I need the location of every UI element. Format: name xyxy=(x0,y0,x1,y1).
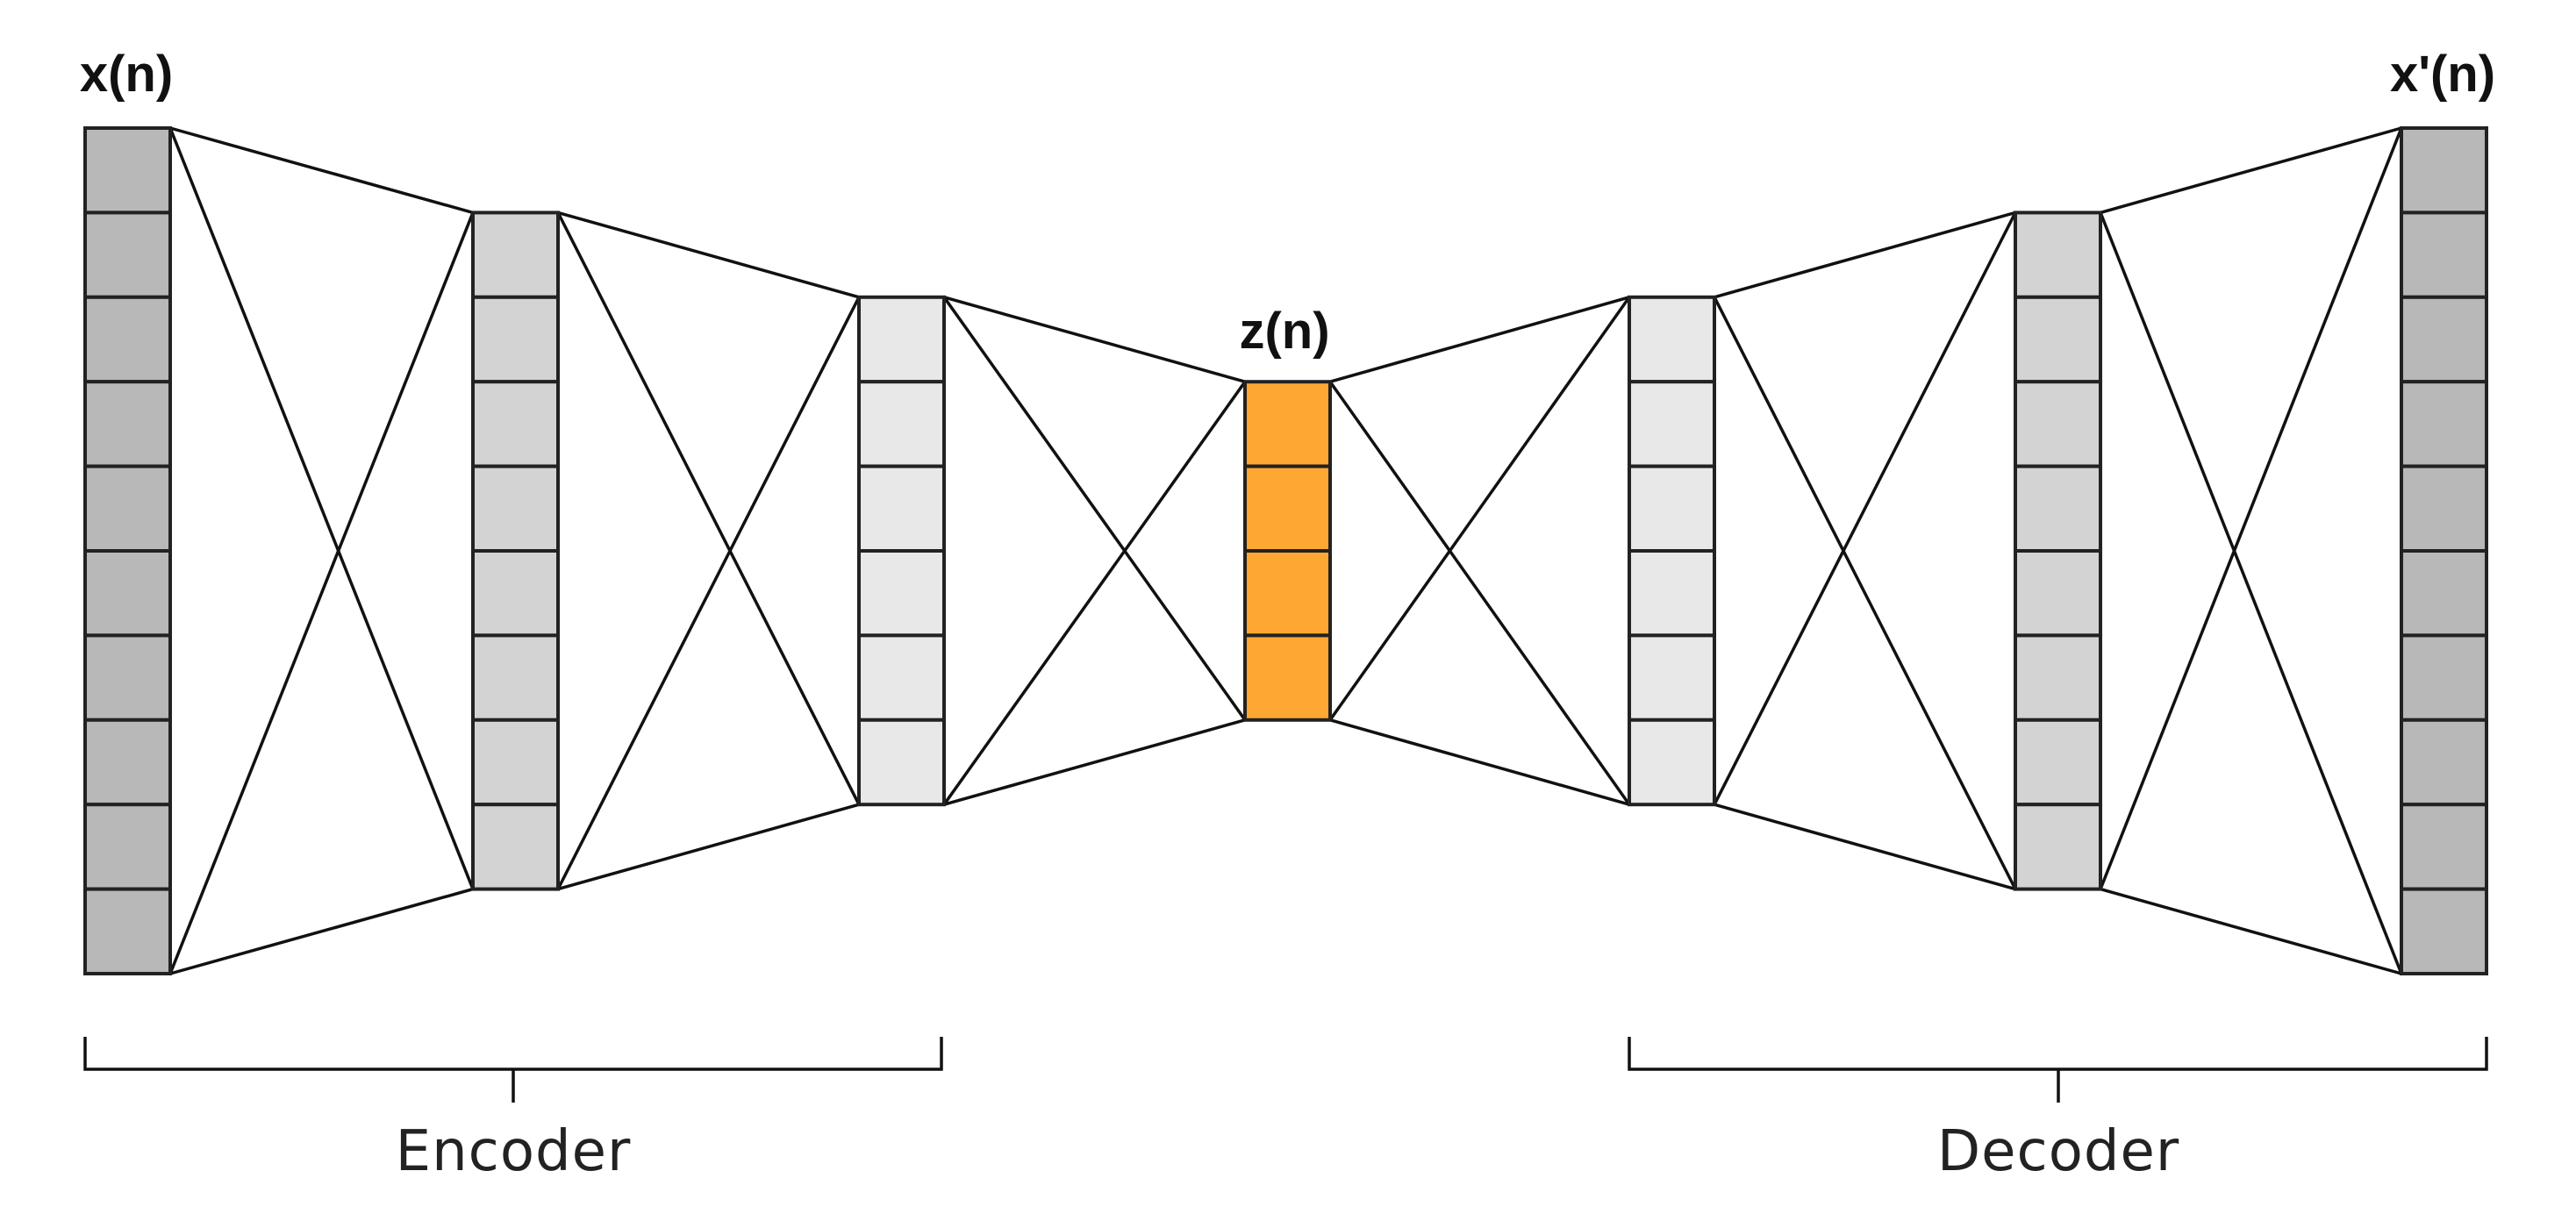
neuron-cell xyxy=(83,211,172,299)
connection-line xyxy=(1713,296,2017,890)
neuron-cell xyxy=(471,803,560,891)
neuron-cell xyxy=(2400,549,2488,638)
neuron-cell xyxy=(83,718,172,807)
decoder-hidden-2 xyxy=(2014,211,2102,891)
neuron-cell xyxy=(1628,549,1716,638)
neuron-cell xyxy=(83,380,172,468)
connection-line xyxy=(943,718,1246,806)
decoder-hidden-1 xyxy=(1628,295,1716,807)
encoder-label: Encoder xyxy=(396,1119,632,1184)
encoder-bracket xyxy=(83,1037,943,1103)
neuron-cell xyxy=(1628,295,1716,384)
neuron-cell xyxy=(83,126,172,215)
neuron-cell xyxy=(2014,211,2102,299)
connection-line xyxy=(168,127,475,890)
neuron-cell xyxy=(83,464,172,553)
neuron-cell xyxy=(1243,549,1332,638)
neuron-cell xyxy=(857,295,946,384)
connection-line xyxy=(1328,296,1631,721)
neuron-cell xyxy=(2400,633,2488,722)
connection-line xyxy=(556,296,861,890)
neuron-cell xyxy=(83,633,172,722)
neuron-cell xyxy=(471,718,560,807)
connection-line xyxy=(1329,296,1630,383)
neuron-cell xyxy=(2014,549,2102,638)
neuron-cell xyxy=(471,549,560,638)
output-label: x'(n) xyxy=(2390,46,2495,103)
neuron-cell xyxy=(2400,464,2488,553)
neuron-cell xyxy=(2400,126,2488,215)
connection-line xyxy=(2099,127,2403,890)
neuron-cell xyxy=(471,295,560,384)
neuron-cell xyxy=(2400,380,2488,468)
neuron-cell xyxy=(83,295,172,384)
decoder-bracket xyxy=(1628,1037,2488,1103)
neuron-cell xyxy=(1243,380,1332,468)
neuron-cell xyxy=(2014,295,2102,384)
neuron-cell xyxy=(2400,295,2488,384)
connection-line xyxy=(168,211,475,975)
neuron-cell xyxy=(857,633,946,722)
neuron-cell xyxy=(2014,464,2102,553)
neuron-cell xyxy=(857,380,946,468)
neuron-cell xyxy=(471,633,560,722)
connection-line xyxy=(943,296,1246,383)
neuron-cell xyxy=(2400,887,2488,975)
neuron-cell xyxy=(1243,633,1332,722)
connection-line xyxy=(942,296,1247,721)
decoder-label: Decoder xyxy=(1937,1119,2179,1184)
connection-line xyxy=(169,126,474,215)
neuron-cell xyxy=(2014,380,2102,468)
connection-line xyxy=(2100,887,2402,975)
neuron-cell xyxy=(471,211,560,299)
neuron-cell xyxy=(1628,633,1716,722)
neuron-cell xyxy=(2014,803,2102,891)
connection-line xyxy=(1328,381,1631,806)
neuron-cell xyxy=(2400,211,2488,299)
layers xyxy=(83,126,2488,975)
neuron-cell xyxy=(1628,718,1716,807)
neuron-cell xyxy=(857,549,946,638)
connection-line xyxy=(557,211,860,299)
latent-layer xyxy=(1243,380,1332,722)
neuron-cell xyxy=(471,464,560,553)
neuron-cell xyxy=(83,803,172,891)
neuron-cell xyxy=(1628,380,1716,468)
connection-line xyxy=(556,211,861,805)
connection-line xyxy=(2099,211,2403,975)
neuron-cell xyxy=(2014,718,2102,807)
neuron-cell xyxy=(2400,718,2488,807)
connection-line xyxy=(1713,211,2017,805)
output-layer xyxy=(2400,126,2488,975)
connection-line xyxy=(1714,211,2016,299)
neuron-cell xyxy=(2400,803,2488,891)
connection-line xyxy=(169,887,474,975)
encoder-hidden-2 xyxy=(857,295,946,807)
connection-line xyxy=(2100,126,2402,215)
neuron-cell xyxy=(2014,633,2102,722)
neuron-cell xyxy=(857,464,946,553)
connection-line xyxy=(1329,718,1630,806)
neuron-cell xyxy=(1243,464,1332,553)
latent-label: z(n) xyxy=(1239,303,1329,360)
connection-line xyxy=(942,381,1247,806)
connection-line xyxy=(1714,803,2016,891)
neuron-cell xyxy=(83,549,172,638)
input-layer xyxy=(83,126,172,975)
connection-line xyxy=(557,803,860,891)
neuron-cell xyxy=(857,718,946,807)
encoder-hidden-1 xyxy=(471,211,560,891)
neuron-cell xyxy=(471,380,560,468)
neuron-cell xyxy=(83,887,172,975)
neuron-cell xyxy=(1628,464,1716,553)
layer-connections xyxy=(168,126,2403,975)
input-label: x(n) xyxy=(80,46,173,103)
